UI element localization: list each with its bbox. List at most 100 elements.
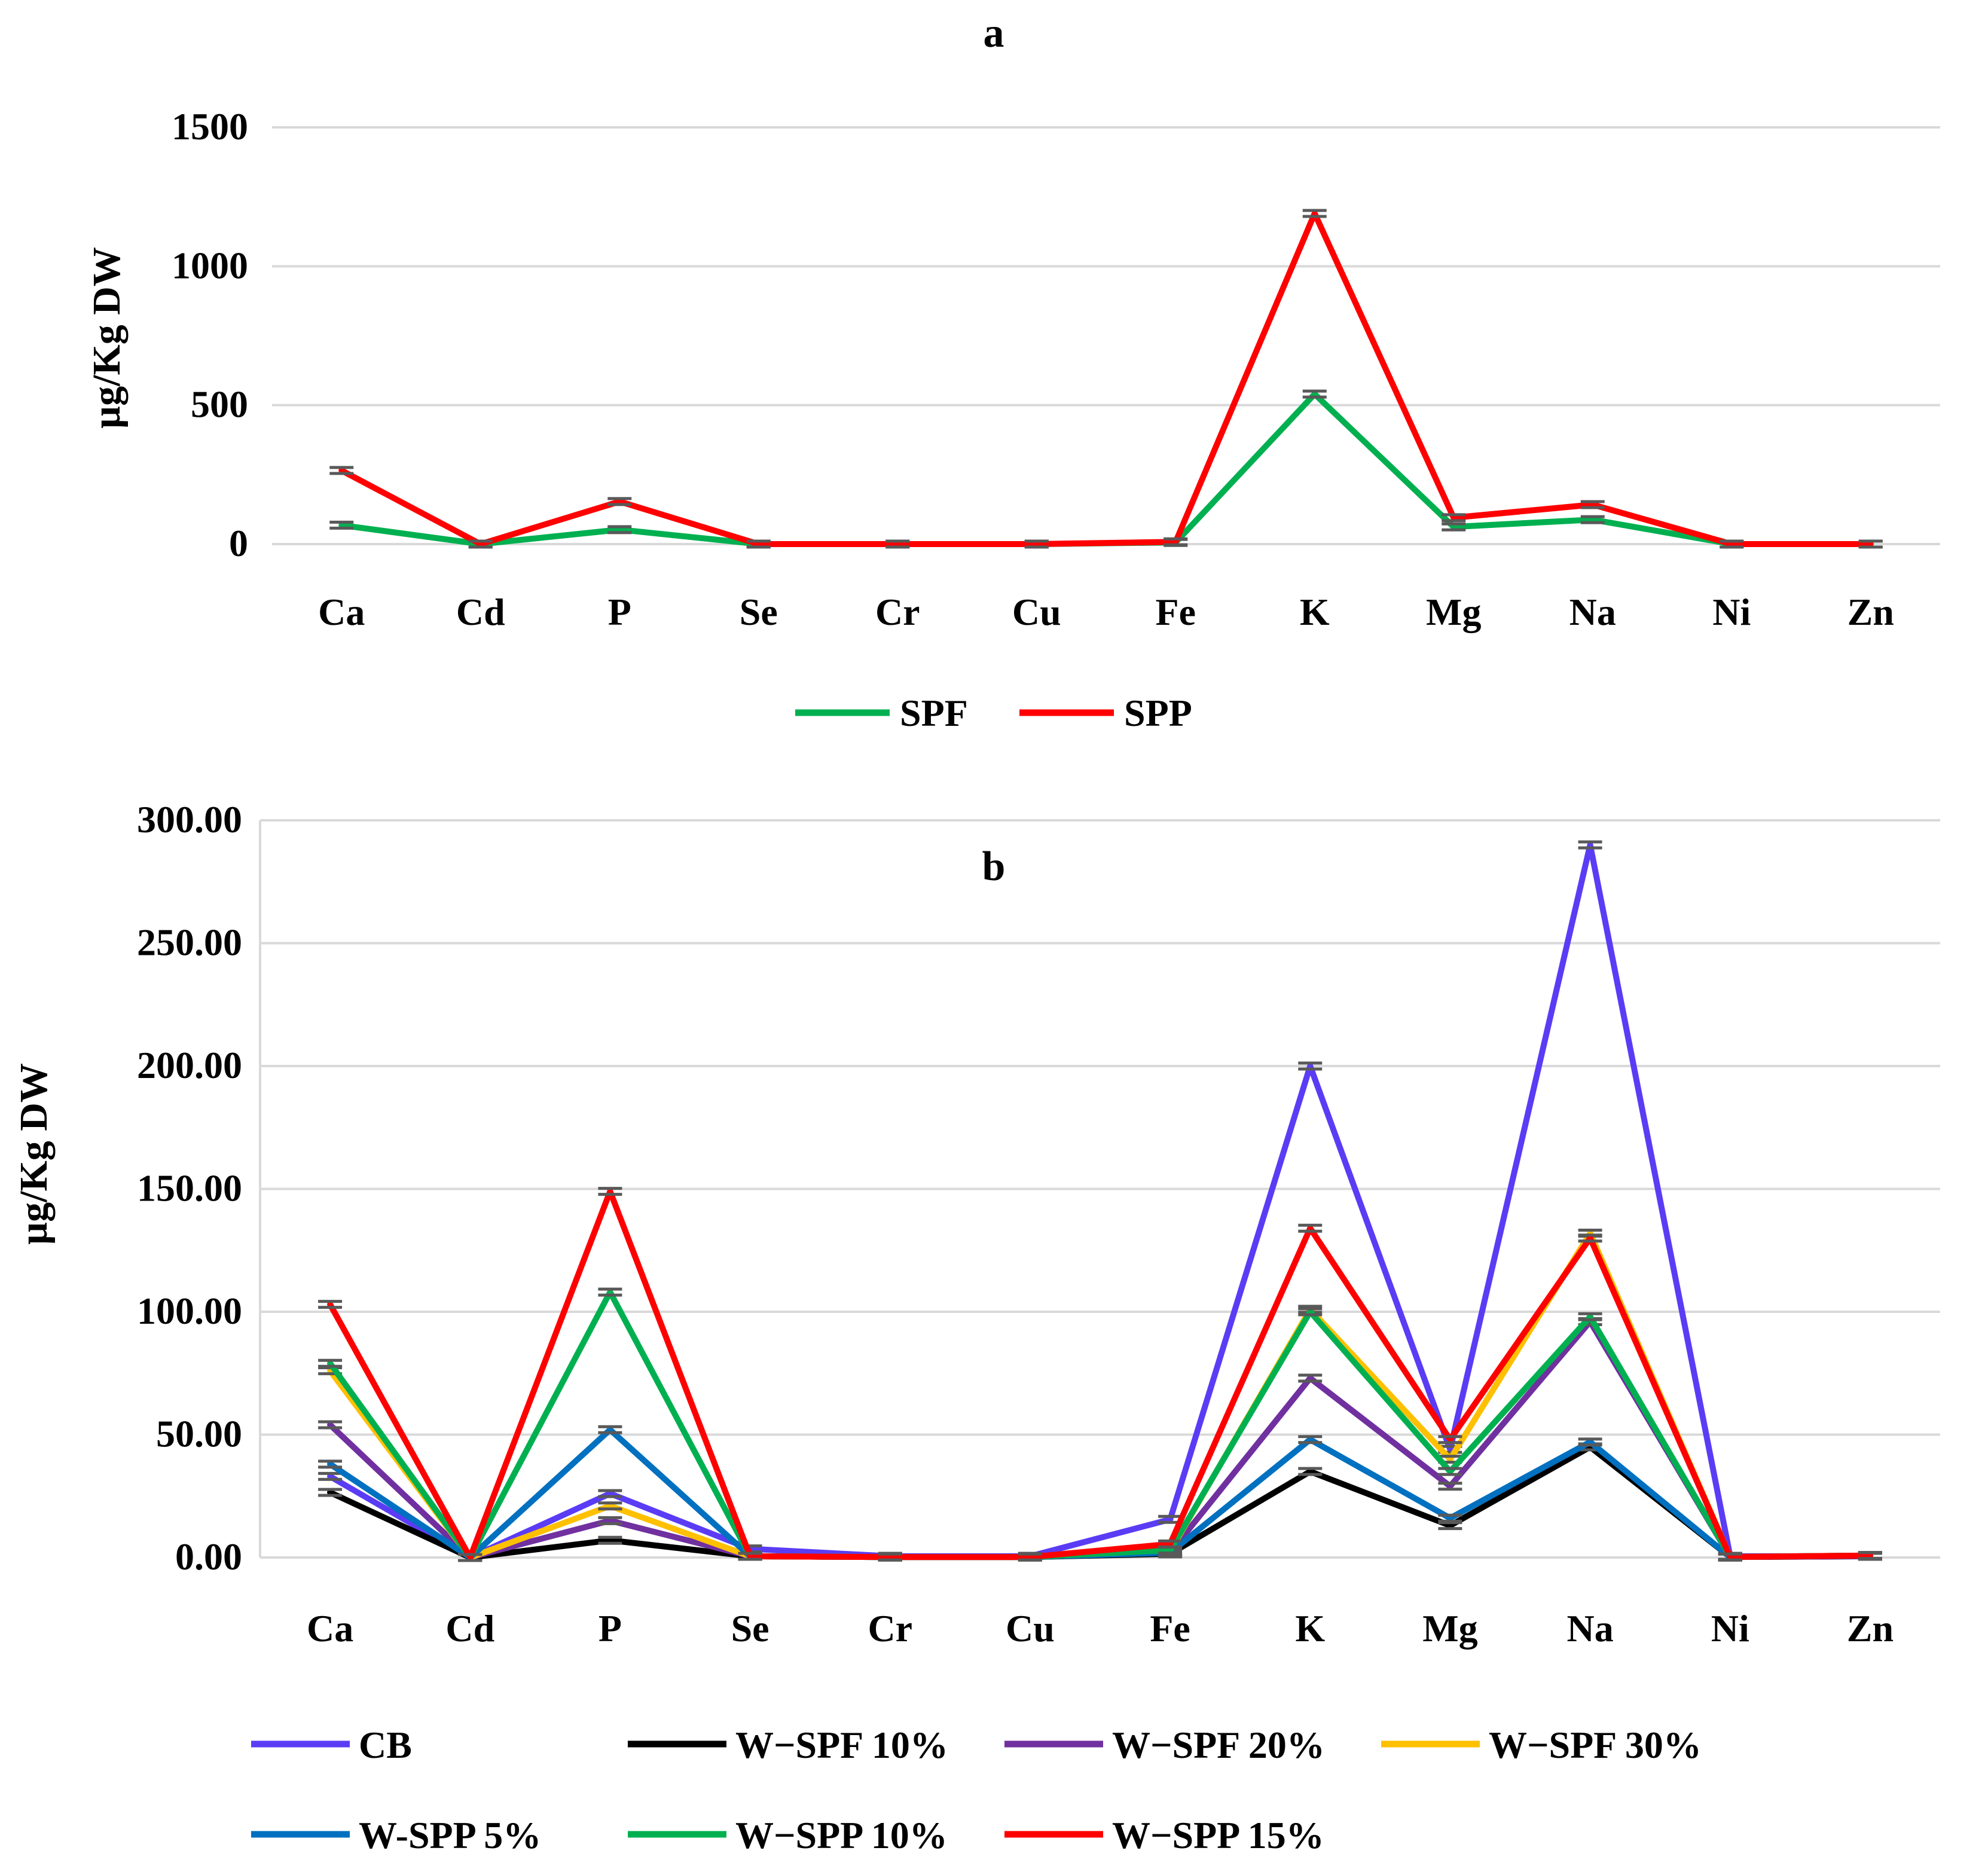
legend-item-w-spp-15: W−SPP 15% <box>1004 1814 1324 1856</box>
series-line-spp <box>338 210 1874 547</box>
panel-a-x-tick-label: Zn <box>1847 591 1894 633</box>
panel-b-x-ticks: Ca Cd P Se Cr Cu Fe K Mg Na Ni Zn <box>307 1607 1894 1650</box>
panel-b-x-tick-label: Ni <box>1711 1607 1749 1650</box>
data-point <box>1449 1525 1450 1526</box>
data-point <box>329 1424 331 1425</box>
data-point <box>609 1520 610 1521</box>
panel-a: a µg/Kg DW 0 500 1000 1500 Ca Cd P Se Cr Cu Fe K Mg… <box>85 10 1940 734</box>
panel-b-x-tick-label: Cd <box>445 1607 494 1650</box>
legend-label-w-spp-5: W-SPP 5% <box>359 1814 541 1856</box>
legend-label-cb: CB <box>359 1724 412 1766</box>
panel-b-y-ticks: 0.00 50.00 100.00 150.00 200.00 250.00 300.00 <box>137 798 242 1578</box>
panel-b-title: b <box>982 844 1006 890</box>
data-point <box>1030 1556 1031 1558</box>
legend-item-w-spf-30: W−SPF 30% <box>1381 1724 1702 1766</box>
panel-b-x-tick-label: Mg <box>1422 1607 1477 1650</box>
data-point <box>1036 543 1037 545</box>
data-point <box>609 1540 610 1541</box>
data-point <box>1169 1550 1171 1551</box>
data-point <box>1449 1517 1450 1519</box>
panel-a-series <box>329 209 1883 549</box>
panel-b-legend: CB W−SPF 10% W−SPF 20% W−SPF 30% W-SPP 5… <box>251 1724 1702 1856</box>
data-point <box>1169 1543 1171 1544</box>
legend-item-spf: SPF <box>795 692 968 734</box>
panel-b-y-tick-label: 250.00 <box>137 921 242 964</box>
data-point <box>1870 543 1871 545</box>
data-point <box>1309 1311 1311 1312</box>
data-point <box>619 501 620 502</box>
legend-label-w-spf-10: W−SPF 10% <box>735 1724 948 1766</box>
panel-b-y-axis-label: µg/Kg DW <box>12 1063 56 1245</box>
data-point <box>609 1505 610 1507</box>
panel-b-series <box>318 840 1882 1562</box>
legend-label-w-spp-15: W−SPP 15% <box>1112 1814 1324 1856</box>
panel-b-y-tick-label: 100.00 <box>137 1290 242 1332</box>
panel-b: b µg/Kg DW 0.00 50.00 100.00 150.00 200.00 25… <box>12 798 1940 1856</box>
data-point <box>1449 1459 1450 1460</box>
panel-a-x-tick-label: Se <box>740 591 778 633</box>
data-point <box>758 543 759 545</box>
panel-a-y-ticks: 0 500 1000 1500 <box>172 105 248 564</box>
panel-a-x-tick-label: P <box>608 591 631 633</box>
panel-a-x-tick-label: Mg <box>1426 591 1481 633</box>
legend-label-w-spf-30: W−SPF 30% <box>1489 1724 1702 1766</box>
data-point <box>609 1493 610 1494</box>
series-line-cb <box>327 842 1873 1560</box>
series-line-spf <box>338 391 1874 547</box>
data-point <box>1592 519 1593 520</box>
panel-b-x-tick-label: Fe <box>1150 1607 1190 1650</box>
data-point <box>1730 1556 1731 1558</box>
data-point <box>1592 504 1593 505</box>
panel-b-x-tick-label: Cr <box>868 1607 912 1650</box>
panel-b-y-tick-label: 0.00 <box>175 1535 242 1578</box>
panel-b-series-w-spf-10 <box>318 1442 1882 1562</box>
data-point <box>609 1429 610 1430</box>
data-point <box>1314 213 1315 214</box>
data-point <box>1314 393 1315 395</box>
legend-label-spf: SPF <box>900 692 968 734</box>
panel-b-y-tick-label: 150.00 <box>137 1167 242 1210</box>
panel-a-x-tick-label: Cd <box>456 591 505 633</box>
data-point <box>897 543 898 545</box>
data-point <box>1449 1471 1450 1472</box>
data-point <box>1731 543 1732 545</box>
data-point <box>609 1191 610 1192</box>
data-point <box>329 1464 331 1465</box>
panel-b-series-w-spp-15 <box>318 1187 1882 1562</box>
data-point <box>1590 1238 1591 1239</box>
data-point <box>1453 517 1454 518</box>
legend-item-w-spf-20: W−SPF 20% <box>1004 1724 1325 1766</box>
data-point <box>329 1304 331 1305</box>
panel-b-y-tick-label: 300.00 <box>137 798 242 841</box>
panel-b-x-tick-label: Ca <box>307 1607 353 1650</box>
panel-a-x-tick-label: Ni <box>1712 591 1751 633</box>
data-point <box>1453 526 1454 527</box>
legend-label-w-spf-20: W−SPF 20% <box>1112 1724 1325 1766</box>
panel-a-legend: SPF SPP <box>795 692 1192 734</box>
panel-a-y-tick-label: 500 <box>191 383 248 426</box>
data-point <box>1309 1227 1311 1229</box>
data-point <box>1590 1316 1591 1317</box>
panel-b-x-tick-label: Zn <box>1847 1607 1894 1650</box>
data-point <box>329 1476 331 1477</box>
data-point <box>341 470 342 471</box>
legend-label-w-spp-10: W−SPP 10% <box>735 1814 948 1856</box>
panel-a-title: a <box>984 10 1004 56</box>
panel-b-y-tick-label: 200.00 <box>137 1044 242 1086</box>
panel-a-gridlines <box>272 126 1940 545</box>
data-point <box>1449 1439 1450 1440</box>
data-point <box>609 1291 610 1293</box>
panel-b-x-tick-label: Cu <box>1006 1607 1055 1650</box>
data-point <box>619 529 620 530</box>
panel-a-y-tick-label: 0 <box>229 522 248 564</box>
data-point <box>1169 1519 1171 1520</box>
data-point <box>329 1370 331 1372</box>
series-line-w-spp-15 <box>327 1188 1873 1560</box>
data-point <box>480 543 481 545</box>
panel-b-series-cb <box>318 840 1882 1562</box>
data-point <box>890 1556 891 1558</box>
legend-item-w-spf-10: W−SPF 10% <box>628 1724 948 1766</box>
panel-a-y-tick-label: 1500 <box>172 105 248 148</box>
data-point <box>1590 1232 1591 1233</box>
